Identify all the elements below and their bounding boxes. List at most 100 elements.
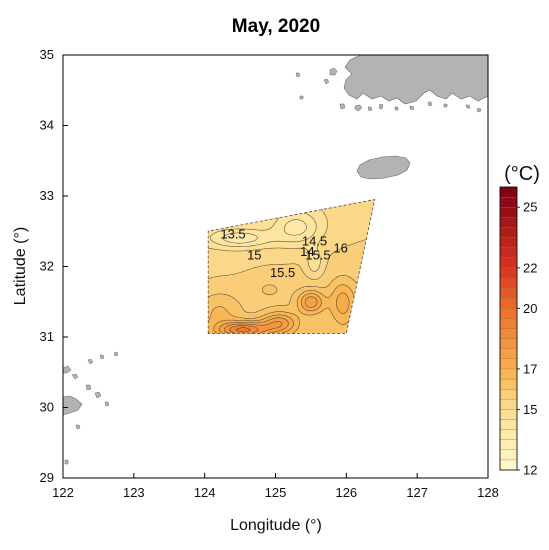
field-cell: [308, 282, 312, 286]
field-cell: [276, 318, 280, 322]
field-cell: [276, 245, 280, 249]
field-cell: [234, 287, 238, 291]
field-cell: [224, 221, 228, 225]
field-cell: [373, 221, 375, 225]
field-cell: [286, 306, 290, 310]
field-cell: [360, 311, 364, 315]
field-cell: [321, 238, 325, 242]
field-cell: [373, 196, 376, 199]
field-cell: [373, 268, 375, 272]
field-cell: [363, 311, 367, 315]
field-cell: [301, 282, 305, 286]
field-cell: [301, 233, 305, 237]
field-cell: [313, 311, 317, 315]
field-cell: [316, 335, 319, 338]
field-cell: [321, 278, 325, 282]
field-cell: [276, 297, 280, 300]
field-cell: [274, 214, 278, 218]
field-cell: [256, 252, 260, 256]
field-cell: [244, 243, 248, 246]
field-cell: [323, 280, 327, 284]
field-cell: [208, 329, 211, 333]
field-cell: [241, 278, 245, 282]
field-cell: [370, 306, 374, 310]
field-cell: [234, 207, 238, 211]
field-cell: [246, 233, 250, 237]
field-cell: [298, 292, 302, 296]
field-cell: [296, 259, 300, 263]
field-cell: [214, 243, 218, 246]
field-cell: [353, 306, 357, 310]
field-cell: [214, 278, 218, 282]
field-cell: [217, 327, 221, 331]
field-cell: [313, 301, 317, 305]
field-cell: [353, 245, 357, 249]
field-cell: [343, 285, 347, 289]
field-cell: [281, 205, 285, 209]
field-cell: [328, 320, 332, 324]
field-cell: [219, 306, 223, 310]
colorbar-step: [499, 378, 518, 390]
field-cell: [239, 315, 243, 319]
field-cell: [316, 294, 320, 298]
field-cell: [316, 315, 320, 319]
field-cell: [365, 280, 369, 284]
field-cell: [224, 294, 228, 298]
field-cell: [212, 308, 216, 312]
field-cell: [311, 212, 315, 216]
field-cell: [331, 306, 335, 310]
field-cell: [350, 235, 355, 239]
field-cell: [224, 313, 228, 317]
field-cell: [303, 240, 307, 244]
field-cell: [331, 219, 335, 223]
field-cell: [296, 299, 300, 303]
field-cell: [208, 247, 211, 251]
field-cell: [256, 311, 260, 315]
field-cell: [333, 301, 337, 305]
field-cell: [358, 327, 362, 331]
field-cell: [293, 203, 297, 206]
field-cell: [370, 308, 374, 312]
field-cell: [219, 315, 223, 319]
field-cell: [266, 318, 270, 322]
field-cell: [318, 318, 322, 322]
field-cell: [276, 308, 280, 312]
field-cell: [360, 266, 364, 270]
field-cell: [269, 280, 273, 284]
field-cell: [226, 231, 231, 235]
field-cell: [365, 271, 369, 275]
field-cell: [303, 280, 307, 284]
field-cell: [306, 238, 310, 242]
field-cell: [328, 322, 332, 326]
field-cell: [343, 304, 347, 308]
field-cell: [296, 322, 300, 326]
field-cell: [261, 235, 265, 239]
colorbar-step: [499, 277, 518, 289]
colorbar-step: [499, 328, 518, 339]
field-cell: [373, 287, 375, 291]
field-cell: [355, 301, 359, 305]
field-cell: [276, 322, 280, 326]
field-cell: [288, 320, 293, 324]
field-cell: [326, 285, 330, 289]
field-cell: [222, 199, 226, 202]
field-cell: [208, 273, 211, 277]
field-cell: [251, 231, 255, 235]
field-cell: [363, 292, 367, 296]
field-cell: [231, 257, 236, 261]
field-cell: [360, 199, 364, 202]
field-cell: [345, 273, 350, 277]
field-cell: [360, 205, 364, 209]
field-cell: [355, 297, 359, 300]
field-cell: [341, 292, 345, 296]
field-cell: [217, 275, 221, 279]
field-cell: [244, 259, 248, 263]
field-cell: [214, 266, 218, 270]
field-cell: [348, 207, 352, 211]
field-cell: [281, 231, 285, 235]
field-cell: [301, 266, 305, 270]
field-cell: [348, 252, 352, 256]
field-cell: [231, 231, 236, 235]
field-cell: [212, 224, 216, 228]
field-cell: [355, 292, 359, 296]
